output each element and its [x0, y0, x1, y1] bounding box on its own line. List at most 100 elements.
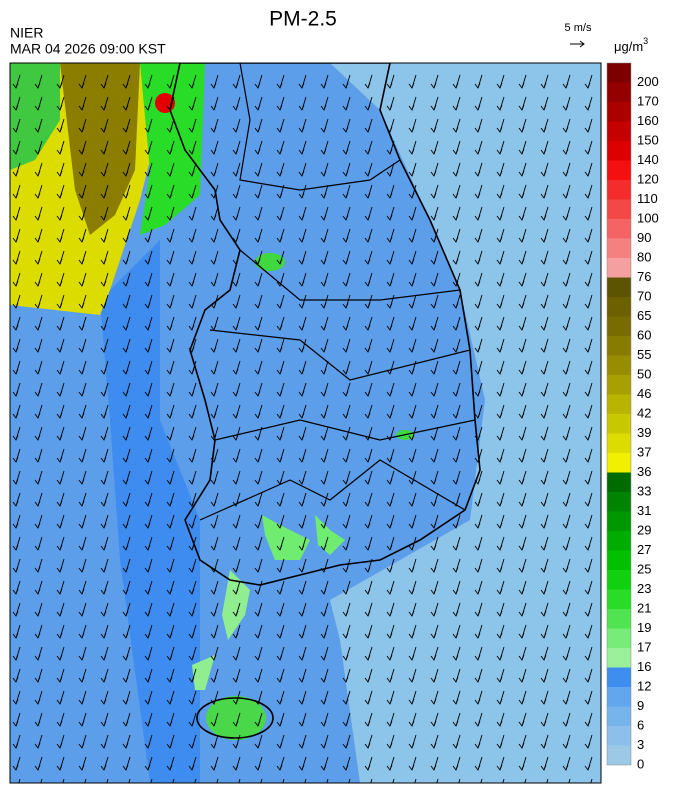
wind-arrow: [518, 470, 527, 485]
colorbar-tick-label: 150: [637, 132, 659, 147]
wind-arrow: [590, 778, 593, 783]
wind-arrow: [408, 470, 417, 485]
wind-arrow: [540, 184, 549, 199]
wind-arrow: [430, 646, 439, 661]
wind-arrow: [188, 668, 197, 683]
wind-arrow: [452, 294, 461, 309]
wind-arrow: [474, 514, 483, 529]
wind-arrow: [364, 712, 373, 727]
wind-arrow: [298, 668, 307, 683]
wind-arrow: [12, 426, 21, 441]
wind-arrow: [430, 294, 439, 309]
wind-arrow: [100, 382, 109, 397]
wind-arrow: [408, 492, 417, 507]
wind-arrow: [166, 184, 175, 199]
colorbar-band: [607, 141, 631, 161]
wind-arrow: [562, 206, 571, 221]
wind-arrow: [276, 206, 285, 221]
wind-arrow: [584, 96, 593, 111]
wind-arrow: [34, 250, 43, 265]
wind-arrow: [298, 602, 307, 617]
wind-arrow: [56, 272, 65, 287]
coastline: [169, 63, 481, 586]
wind-arrow: [386, 404, 395, 419]
colorbar-tick-label: 140: [637, 152, 659, 167]
wind-arrow: [452, 404, 461, 419]
wind-arrow: [584, 250, 593, 265]
wind-arrow: [320, 250, 329, 265]
wind-arrow: [34, 338, 43, 353]
wind-arrow: [100, 96, 109, 111]
colorbar-band: [607, 394, 631, 414]
wind-arrow: [188, 404, 197, 419]
wind-arrow: [540, 206, 549, 221]
wind-arrow: [518, 426, 527, 441]
wind-arrow: [408, 96, 417, 111]
colorbar-tick-label: 42: [637, 405, 651, 420]
wind-arrow: [78, 492, 87, 507]
wind-arrow: [496, 206, 505, 221]
wind-arrow: [298, 426, 307, 441]
colorbar-tick-label: 39: [637, 425, 651, 440]
wind-arrow: [106, 778, 109, 783]
wind-arrow: [496, 140, 505, 155]
wind-arrow: [386, 294, 395, 309]
wind-arrow: [56, 118, 65, 133]
wind-arrow: [474, 96, 483, 111]
wind-arrow: [518, 624, 527, 639]
wind-arrow: [568, 778, 571, 783]
wind-arrow: [386, 250, 395, 265]
wind-arrow: [342, 118, 351, 133]
wind-arrow: [254, 118, 263, 133]
wind-arrow: [320, 360, 329, 375]
wind-arrow: [254, 74, 263, 89]
wind-arrow: [540, 382, 549, 397]
wind-arrow: [12, 646, 21, 661]
colorbar-tick-label: 50: [637, 366, 651, 381]
wind-arrow: [298, 74, 307, 89]
wind-arrow: [584, 690, 593, 705]
wind-arrow: [320, 690, 329, 705]
wind-arrow: [320, 580, 329, 595]
wind-arrow: [78, 426, 87, 441]
wind-arrow: [562, 470, 571, 485]
wind-arrow: [430, 206, 439, 221]
wind-arrow: [100, 426, 109, 441]
wind-arrow: [78, 448, 87, 463]
wind-arrow: [166, 558, 175, 573]
wind-arrow: [562, 96, 571, 111]
wind-arrow: [518, 360, 527, 375]
wind-arrow: [436, 778, 439, 783]
wind-arrow: [210, 74, 219, 89]
wind-arrow: [408, 272, 417, 287]
wind-arrow: [474, 382, 483, 397]
wind-arrow: [166, 448, 175, 463]
wind-arrow: [584, 360, 593, 375]
wind-arrow: [254, 360, 263, 375]
unit-base: μg/m: [614, 39, 643, 54]
wind-arrow: [430, 514, 439, 529]
wind-arrow: [540, 404, 549, 419]
wind-arrow: [342, 690, 351, 705]
wind-arrow: [78, 118, 87, 133]
wind-arrow: [320, 140, 329, 155]
wind-arrow: [562, 338, 571, 353]
wind-arrow: [122, 338, 131, 353]
wind-arrow: [386, 360, 395, 375]
wind-arrow: [56, 734, 65, 749]
wind-arrow: [298, 96, 307, 111]
wind-arrow: [210, 756, 219, 771]
wind-arrow: [386, 624, 395, 639]
colorbar-band: [607, 550, 631, 570]
wind-arrow: [276, 448, 285, 463]
wind-arrow: [518, 668, 527, 683]
wind-arrow: [540, 470, 549, 485]
wind-arrow: [56, 426, 65, 441]
wind-arrow: [34, 470, 43, 485]
wind-arrow: [518, 514, 527, 529]
wind-arrow: [452, 668, 461, 683]
wind-arrow: [12, 382, 21, 397]
wind-arrow: [100, 536, 109, 551]
wind-arrow: [474, 184, 483, 199]
wind-arrow: [474, 250, 483, 265]
